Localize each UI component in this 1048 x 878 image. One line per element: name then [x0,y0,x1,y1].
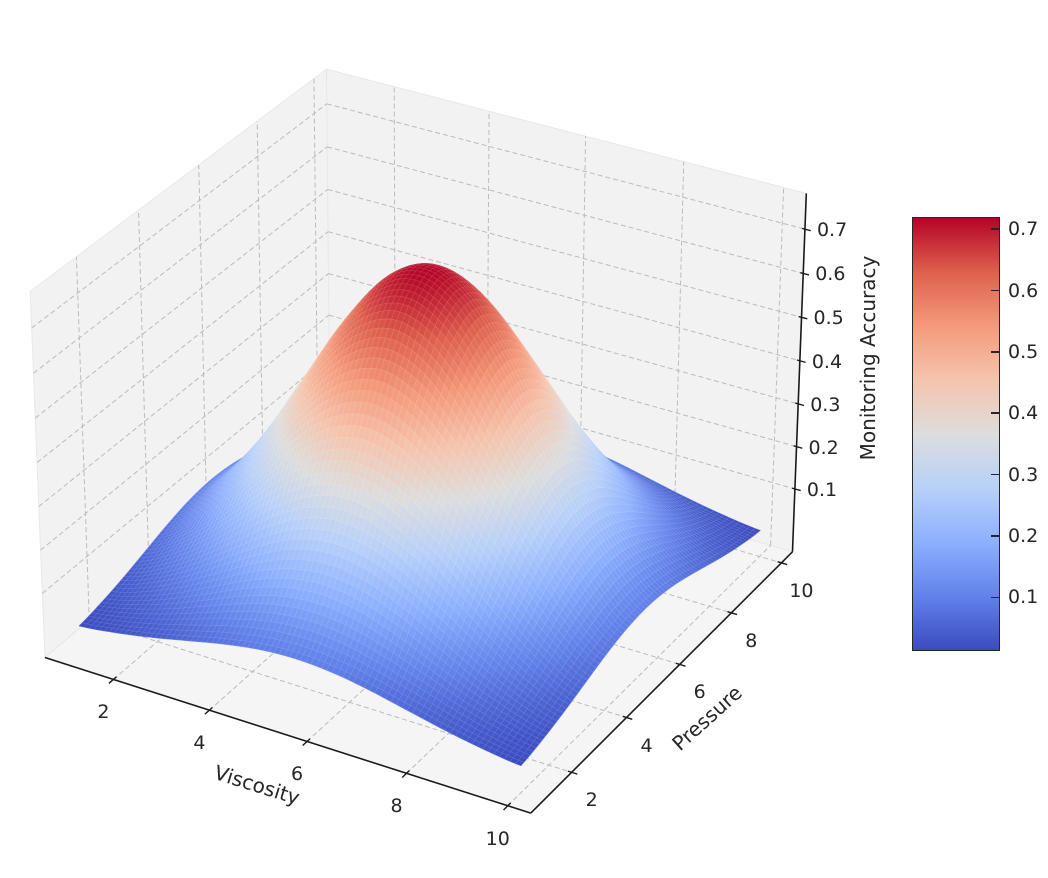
colorbar-tick-label: 0.4 [1008,402,1039,425]
colorbar-tick-label: 0.7 [1008,218,1039,241]
colorbar-gradient [912,217,1000,651]
colorbar-tick [991,412,999,415]
colorbar-tick-label: 0.5 [1008,340,1039,363]
colorbar: 0.1 0.2 0.3 0.4 0.5 0.6 0.7 [912,217,1038,651]
colorbar-tick [991,351,999,353]
colorbar-tick-label: 0.3 [1008,463,1039,486]
colorbar-tick [991,228,999,231]
colorbar-tick [991,473,999,476]
colorbar-tick [991,596,999,599]
colorbar-tick-label: 0.6 [1008,279,1039,302]
colorbar-tick-label: 0.1 [1008,586,1039,609]
colorbar-tick-label: 0.2 [1008,524,1039,547]
colorbar-tick [991,535,999,537]
colorbar-tick [991,289,999,292]
